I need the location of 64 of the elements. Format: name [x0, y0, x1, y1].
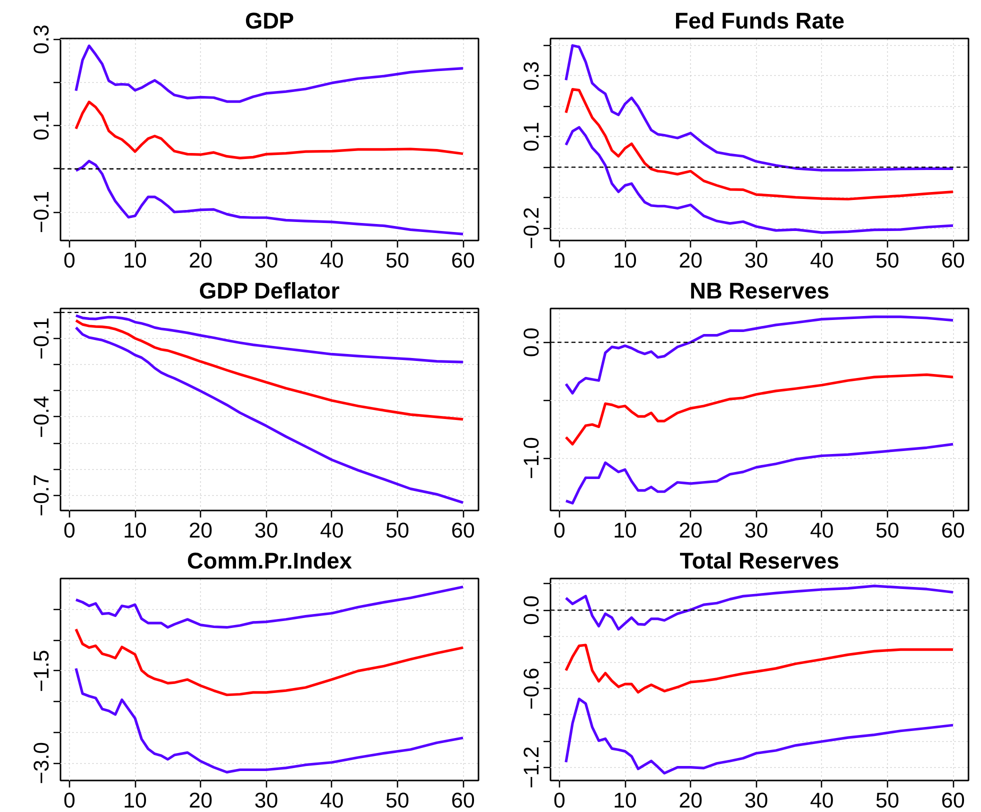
chart-title: GDP Deflator: [199, 278, 340, 304]
y-tick-label: −0.4: [30, 396, 54, 438]
x-tick-label: 50: [876, 248, 900, 272]
y-tick-label: −1.2: [520, 746, 544, 788]
x-tick-label: 50: [876, 788, 900, 812]
y-tick-label: 0.1: [520, 122, 544, 152]
x-tick-label: 20: [678, 788, 703, 812]
y-tick-label: 0.1: [30, 110, 54, 141]
x-tick-label: 50: [386, 248, 410, 272]
x-tick-label: 0: [553, 518, 566, 542]
x-tick-label: 40: [810, 788, 834, 812]
x-tick-label: 60: [451, 518, 476, 542]
x-tick-label: 30: [254, 518, 278, 542]
x-tick-label: 30: [254, 788, 278, 812]
x-tick-label: 60: [941, 788, 966, 812]
x-tick-label: 20: [188, 248, 213, 272]
x-tick-label: 0: [63, 788, 76, 812]
chart-title: NB Reserves: [690, 278, 830, 304]
y-tick-label: −1.0: [520, 436, 544, 480]
x-tick-label: 20: [188, 518, 213, 542]
chart-title: Comm.Pr.Index: [187, 548, 352, 574]
x-tick-label: 40: [810, 248, 834, 272]
x-tick-label: 40: [320, 518, 344, 542]
x-tick-label: 10: [613, 788, 638, 812]
y-tick-label: −1.5: [30, 650, 54, 692]
chart-title: Fed Funds Rate: [674, 8, 844, 34]
x-tick-label: 20: [678, 518, 703, 542]
x-tick-label: 20: [678, 248, 703, 272]
x-tick-label: 10: [613, 518, 638, 542]
y-tick-label: −0.6: [520, 668, 544, 710]
y-tick-label: −0.1: [30, 317, 54, 360]
x-tick-label: 10: [123, 248, 148, 272]
x-tick-label: 60: [941, 248, 966, 272]
x-tick-label: 60: [451, 248, 476, 272]
x-tick-label: 0: [553, 248, 566, 272]
y-tick-label: −0.2: [520, 206, 544, 250]
x-tick-label: 10: [123, 518, 148, 542]
x-tick-label: 30: [254, 248, 278, 272]
x-tick-label: 60: [451, 788, 476, 812]
x-tick-label: 0: [63, 518, 76, 542]
x-tick-label: 0: [553, 788, 566, 812]
y-tick-label: 0.0: [520, 327, 544, 358]
x-tick-label: 30: [744, 248, 768, 272]
y-tick-label: 0.3: [520, 61, 544, 91]
y-tick-label: 0.0: [520, 595, 544, 626]
chart-title: GDP: [244, 8, 294, 34]
y-tick-label: 0.3: [30, 24, 54, 54]
x-tick-label: 50: [386, 788, 410, 812]
x-tick-label: 0: [63, 248, 76, 272]
y-tick-label: −0.1: [30, 190, 54, 234]
x-tick-label: 30: [744, 788, 768, 812]
x-tick-label: 30: [744, 518, 768, 542]
x-tick-label: 50: [386, 518, 410, 542]
x-tick-label: 40: [810, 518, 834, 542]
x-tick-label: 40: [320, 248, 344, 272]
x-tick-label: 50: [876, 518, 900, 542]
x-tick-label: 40: [320, 788, 344, 812]
x-tick-label: 10: [613, 248, 638, 272]
x-tick-label: 10: [123, 788, 148, 812]
x-tick-label: 60: [941, 518, 966, 542]
y-tick-label: −3.0: [30, 742, 54, 784]
chart-title: Total Reserves: [680, 548, 840, 574]
x-tick-label: 20: [188, 788, 213, 812]
y-tick-label: −0.7: [30, 474, 54, 516]
